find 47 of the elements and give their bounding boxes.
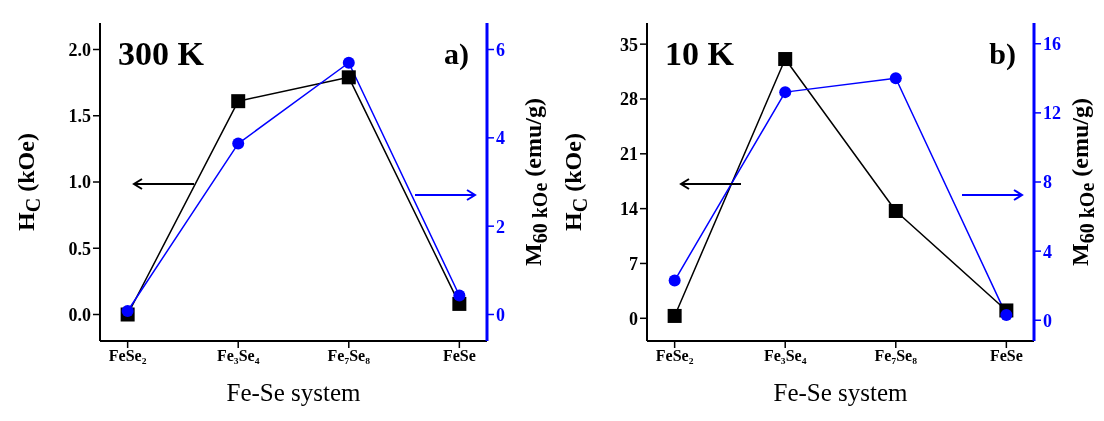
x-tick-label: Fe₇Se₈ [874,347,918,365]
y2-tick-label: 12 [1043,103,1061,124]
y-tick-label: 14 [620,199,638,220]
y-tick-label: 0 [629,308,638,329]
x-axis-title: Fe-Se system [225,379,362,407]
y-tick-label: 1.0 [68,172,91,193]
x-tick-label: Fe₃Se₄ [216,347,260,365]
point [668,274,681,287]
point [1000,309,1013,322]
y-tick-label: 35 [620,34,638,55]
point [121,304,134,317]
y2-tick-label: 4 [1043,241,1052,262]
point [778,52,793,67]
annotation: 300 K [118,35,204,73]
point [889,72,902,85]
point [453,289,466,302]
y2-tick-label: 0 [1043,310,1052,331]
y2-tick-label: 2 [496,216,505,237]
y2-tick-label: 8 [1043,172,1052,193]
point [231,94,246,109]
point [888,203,903,218]
y2-tick-label: 4 [496,128,505,149]
x-tick-label: FeSe [442,347,476,365]
y2-tick-label: 16 [1043,34,1061,55]
annotation: a) [444,37,469,71]
point [232,137,245,150]
point [341,70,356,85]
point [667,308,682,323]
y-tick-label: 2.0 [68,39,91,60]
x-tick-label: FeSe [989,347,1023,365]
y2-tick-label: 0 [496,304,505,325]
point [342,56,355,69]
y-tick-label: 0.0 [68,304,91,325]
y-tick-label: 28 [620,89,638,110]
y-tick-label: 21 [620,144,638,165]
y2-tick-label: 6 [496,39,505,60]
y-tick-label: 1.5 [68,106,91,127]
y-tick-label: 0.5 [68,238,91,259]
x-tick-label: Fe₃Se₄ [763,347,807,365]
x-tick-label: Fe₇Se₈ [327,347,371,365]
y-tick-label: 7 [629,253,638,274]
x-axis-title: Fe-Se system [772,379,909,407]
annotation: 10 K [665,35,734,73]
x-tick-label: FeSe₂ [655,347,694,365]
annotation: b) [989,37,1016,71]
point [779,86,792,99]
x-tick-label: FeSe₂ [108,347,147,365]
